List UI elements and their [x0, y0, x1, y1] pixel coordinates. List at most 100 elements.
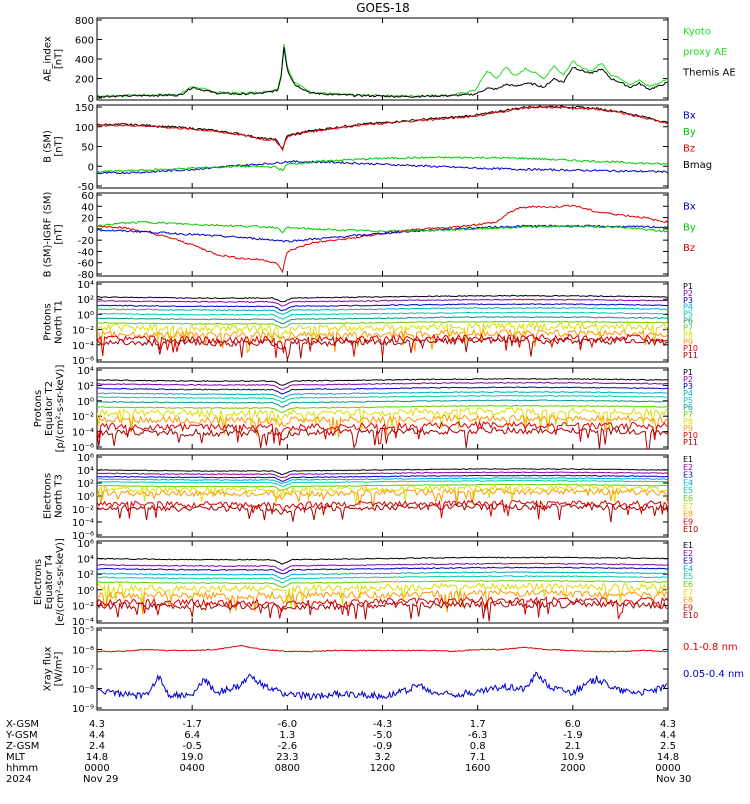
series-p5	[97, 311, 668, 320]
legend-label: P1	[683, 282, 693, 291]
orbit-value: -6.3	[468, 730, 488, 741]
orbit-value: 4.3	[89, 719, 105, 730]
series-p6	[97, 316, 668, 324]
series-p7	[97, 404, 668, 414]
series-e2	[97, 562, 668, 571]
legend-label: P8	[683, 417, 693, 426]
legend-label: E7	[683, 502, 693, 511]
series-e4	[97, 477, 668, 485]
series-e1	[97, 468, 668, 476]
y-tick-label: 10⁻⁴	[72, 617, 94, 628]
legend-label: E2	[683, 463, 693, 472]
series-p1	[97, 377, 668, 386]
y-axis-label: Equator T4	[44, 555, 55, 610]
series-bx	[97, 224, 668, 243]
y-axis-label: North T3	[54, 474, 65, 518]
panel-ae: 800 600 400 200 0 AE_index [nT] Kyoto proxy AE Th…	[43, 16, 736, 105]
orbit-value: -0.5	[182, 741, 202, 752]
orbit-value: 1.7	[470, 719, 486, 730]
y-tick-label: 800	[75, 16, 94, 27]
data-group	[97, 105, 668, 175]
legend-label: E1	[683, 541, 693, 550]
y-tick-label: 10⁴	[77, 280, 94, 291]
orbit-value: 2000	[560, 763, 585, 774]
legend-label: Bx	[683, 110, 696, 121]
y-tick-label: 10⁰	[77, 397, 94, 408]
y-tick-label: 10⁻²	[72, 326, 94, 337]
y-tick-label: 10²	[77, 295, 94, 306]
series-p8	[97, 406, 668, 431]
legend-label: P2	[683, 375, 693, 384]
orbit-row-label: 2024	[6, 774, 31, 785]
orbit-value: 6.0	[565, 719, 581, 730]
y-tick-label: 200	[75, 75, 94, 86]
legend-label: E5	[683, 486, 693, 495]
series-0-05-0-4-nm	[97, 671, 668, 701]
legend-label: P6	[683, 403, 693, 412]
orbit-value: 14.8	[86, 752, 108, 763]
series-e5	[97, 575, 668, 584]
panel-bsm: 150 100 50 0 -50 B (SM) [nT] Bx By Bz Bmag	[43, 103, 713, 193]
legend-label: proxy AE	[683, 47, 727, 58]
y-axis-label: Electrons	[43, 473, 54, 519]
series-e7	[97, 582, 668, 609]
orbit-value: 0400	[179, 763, 204, 774]
series-e9	[97, 498, 668, 520]
y-tick-label: 150	[75, 103, 94, 114]
data-group	[97, 644, 668, 701]
orbit-value: -4.3	[373, 719, 393, 730]
legend-label: P5	[683, 396, 693, 405]
series-e7	[97, 484, 668, 504]
y-tick-label: 600	[75, 36, 94, 47]
y-tick-label: 400	[75, 55, 94, 66]
y-tick-label: 100	[75, 123, 94, 134]
orbit-value: 4.4	[660, 730, 676, 741]
legend-label: Themis AE	[682, 67, 736, 78]
y-axis-label: North T1	[54, 300, 65, 344]
y-tick-label: 10⁻⁴	[72, 341, 94, 352]
orbit-value: -1.9	[563, 730, 583, 741]
series-p11	[97, 426, 668, 449]
y-tick-label: 10⁻²	[72, 412, 94, 423]
panel-frame	[96, 104, 669, 189]
orbit-date: Nov 30	[656, 774, 691, 785]
orbit-value: 0800	[275, 763, 300, 774]
y-axis-label: [nT]	[54, 224, 65, 244]
y-tick-label: 10⁰	[77, 310, 94, 321]
legend-label: E4	[683, 478, 693, 487]
y-tick-label: 10²	[77, 381, 94, 392]
legend-label: By	[683, 127, 696, 138]
y-tick-label: 10⁶	[77, 539, 94, 550]
series-e6	[97, 483, 668, 491]
orbit-value: 4.4	[89, 730, 105, 741]
y-axis-label: Xray flux	[43, 647, 54, 692]
y-axis-label: Protons	[43, 303, 54, 340]
y-tick-label: 0	[88, 225, 94, 236]
series-e9	[97, 595, 668, 620]
orbit-value: 7.1	[470, 752, 486, 763]
y-tick-label: -60	[78, 259, 94, 270]
legend-label: By	[683, 222, 696, 233]
y-tick-label: 10⁴	[77, 366, 94, 377]
orbit-value: -2.6	[278, 741, 298, 752]
y-tick-label: 10⁻⁷	[72, 665, 94, 676]
series-p2	[97, 381, 668, 390]
y-tick-label: 0	[88, 94, 94, 105]
y-tick-label: 10⁴	[77, 555, 94, 566]
series-p2	[97, 298, 668, 307]
orbit-row-label: Z-GSM	[6, 741, 39, 752]
series-p4	[97, 390, 668, 400]
legend-label: Bx	[683, 202, 696, 213]
orbit-value: 19.0	[181, 752, 203, 763]
series-bx	[97, 160, 668, 175]
y-tick-label: 10⁶	[77, 453, 94, 464]
legend-label: E3	[683, 557, 693, 566]
series-p10	[97, 420, 668, 446]
y-tick-label: 40	[81, 202, 94, 213]
orbit-value: 4.3	[660, 719, 676, 730]
y-tick-label: 10⁴	[77, 466, 94, 477]
series-e1	[97, 556, 668, 565]
orbit-row-label: MLT	[6, 752, 26, 763]
series-e5	[97, 479, 668, 487]
data-group	[97, 204, 668, 274]
